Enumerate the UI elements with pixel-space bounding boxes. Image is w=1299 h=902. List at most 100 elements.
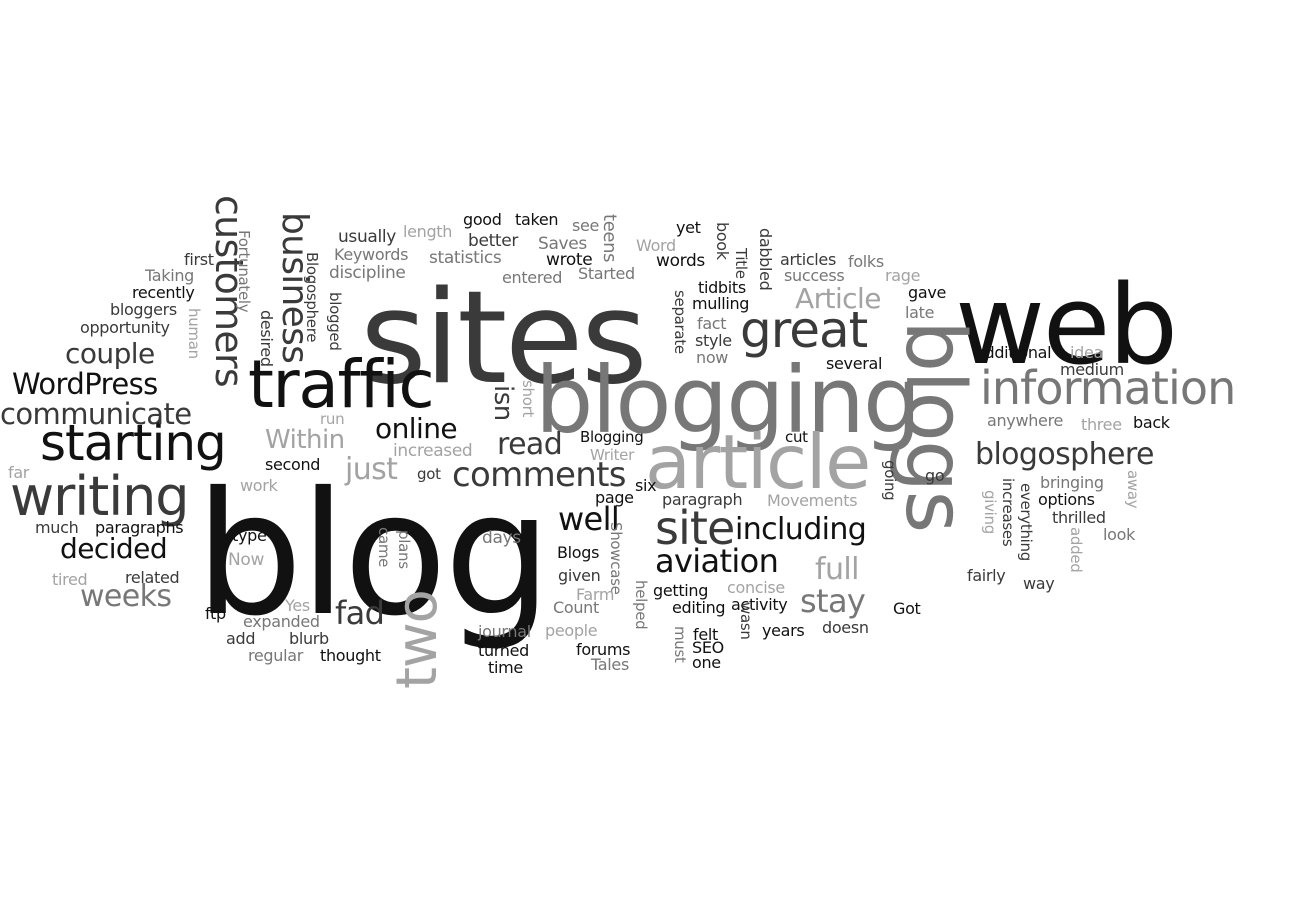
word-human: human xyxy=(185,308,203,359)
word-fortunately: Fortunately xyxy=(235,230,253,313)
word-must: must xyxy=(671,626,689,663)
word-look: look xyxy=(1103,525,1136,544)
word-getting: getting xyxy=(653,581,709,600)
word-online: online xyxy=(375,412,458,445)
word-including: including xyxy=(735,512,867,547)
word-people: people xyxy=(545,621,598,640)
word-tidbits: tidbits xyxy=(698,278,746,297)
word-teens: teens xyxy=(599,214,620,263)
word-two: two xyxy=(385,590,450,689)
word-blurb: blurb xyxy=(289,629,329,648)
word-days: days xyxy=(482,528,521,548)
word-discipline: discipline xyxy=(329,263,406,283)
word-page: page xyxy=(595,488,634,507)
word-now: Now xyxy=(228,550,265,570)
word-starting: starting xyxy=(40,414,227,472)
word-yet: yet xyxy=(676,218,701,237)
word-taken: taken xyxy=(515,210,559,229)
word-got: Got xyxy=(893,599,921,618)
word-turned: turned xyxy=(478,641,529,660)
word-good: good xyxy=(463,210,502,229)
word-movements: Movements xyxy=(767,491,858,510)
word-add: add xyxy=(226,629,256,648)
word-journal: journal xyxy=(478,622,531,641)
word-six: six xyxy=(635,476,657,495)
word-gave: gave xyxy=(908,283,946,302)
word-concise: concise xyxy=(727,578,785,597)
word-writing: writing xyxy=(10,465,190,528)
word-far: far xyxy=(8,463,30,482)
word-additional: additional xyxy=(975,343,1052,362)
word-title: Title xyxy=(732,248,750,279)
word-blogged: blogged xyxy=(326,292,344,351)
word-dabbled: dabbled xyxy=(756,228,775,291)
word-short: short xyxy=(519,380,537,418)
word-helped: helped xyxy=(632,580,650,630)
word-fairly: fairly xyxy=(967,566,1006,585)
word-recently: recently xyxy=(132,283,195,302)
word-go: go xyxy=(925,466,945,485)
word-folks: folks xyxy=(848,252,884,271)
word-words: words xyxy=(656,251,705,271)
word-site: site xyxy=(655,501,735,555)
word-farm: Farm xyxy=(576,585,615,604)
word-fact: fact xyxy=(697,314,727,333)
word-aviation: aviation xyxy=(655,542,779,580)
word-wrote: wrote xyxy=(546,250,593,270)
word-fad: fad xyxy=(335,594,385,632)
word-tales: Tales xyxy=(591,655,629,674)
word-statistics: statistics xyxy=(429,248,502,268)
word-bringing: bringing xyxy=(1040,473,1104,492)
word-comments: comments xyxy=(452,455,626,495)
word-saves: Saves xyxy=(538,234,587,254)
word-success: success xyxy=(784,266,845,285)
word-showcase: Showcase xyxy=(607,522,625,595)
word-got: got xyxy=(417,465,441,483)
word-increased: increased xyxy=(393,441,473,461)
word-thought: thought xyxy=(320,646,381,665)
word-article: Article xyxy=(795,282,881,315)
word-separate: separate xyxy=(671,290,689,354)
word-much: much xyxy=(35,518,79,537)
word-increases: increases xyxy=(999,478,1017,547)
word-everything: everything xyxy=(1017,483,1035,561)
word-writer: Writer xyxy=(590,446,634,464)
word-keywords: Keywords xyxy=(334,245,409,264)
word-opportunity: opportunity xyxy=(80,318,170,337)
word-idea: idea xyxy=(1070,343,1103,362)
word-bloggers: bloggers xyxy=(110,300,177,319)
word-seo: SEO xyxy=(692,638,724,657)
word-now: now xyxy=(696,348,729,367)
word-one: one xyxy=(692,653,721,672)
word-great: great xyxy=(740,301,868,359)
word-web: web xyxy=(955,261,1178,389)
word-weeks: weeks xyxy=(80,579,172,614)
word-came: came xyxy=(375,527,393,568)
word-communicate: communicate xyxy=(0,397,192,431)
word-style: style xyxy=(695,331,732,350)
word-wasn: wasn xyxy=(737,602,755,640)
word-felt: felt xyxy=(693,625,718,644)
word-see: see xyxy=(572,216,600,235)
word-paragraphs: paragraphs xyxy=(95,518,184,537)
word-blogosphere: Blogosphere xyxy=(303,252,321,343)
word-within: Within xyxy=(265,425,345,455)
word-well: well xyxy=(558,500,620,538)
word-tired: tired xyxy=(52,570,88,589)
word-better: better xyxy=(468,231,518,251)
word-medium: medium xyxy=(1060,360,1124,379)
word-desired: desired xyxy=(257,310,276,367)
word-work: work xyxy=(240,476,278,495)
word-articles: articles xyxy=(780,250,836,269)
word-time: time xyxy=(488,658,523,677)
word-isn: isn xyxy=(488,385,518,421)
word-second: second xyxy=(265,455,321,474)
word-couple: couple xyxy=(65,337,155,370)
word-ftp: ftp xyxy=(205,604,226,623)
word-given: given xyxy=(558,566,601,585)
word-blogs: blogs xyxy=(887,320,982,532)
word-regular: regular xyxy=(248,646,303,665)
word-blog: blog xyxy=(195,456,552,654)
word-usually: usually xyxy=(338,227,396,247)
word-cut: cut xyxy=(785,428,808,446)
